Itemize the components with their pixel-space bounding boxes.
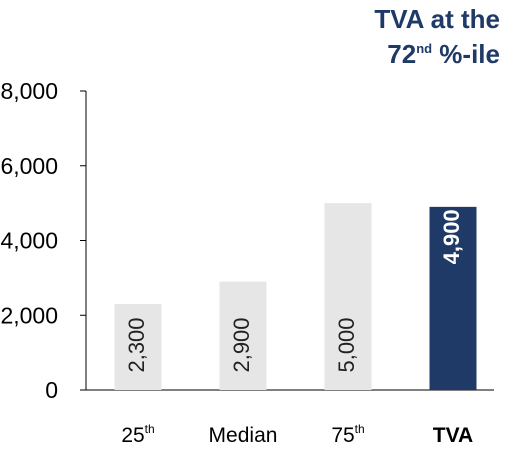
y-tick-label: 0 xyxy=(45,377,58,403)
bar xyxy=(219,281,267,390)
bar-value-label: 2,900 xyxy=(229,317,254,372)
bar xyxy=(429,206,477,390)
x-tick-label: 25th xyxy=(121,422,154,447)
y-tick-label: 2,000 xyxy=(0,302,58,328)
callout-line-2: 72nd %-ile xyxy=(300,37,500,76)
bar-value-label: 5,000 xyxy=(334,317,359,372)
callout-percentile-number: 72 xyxy=(387,39,417,69)
bar xyxy=(114,304,162,390)
bar xyxy=(324,203,372,390)
x-tick-label: TVA xyxy=(433,424,473,447)
callout-percentile-text: %-ile xyxy=(432,39,500,69)
y-tick-label: 6,000 xyxy=(0,153,58,179)
x-tick-label: 75th xyxy=(331,422,364,447)
callout-percentile-suffix: nd xyxy=(416,41,433,56)
bar-value-label: 2,300 xyxy=(124,317,149,372)
callout-line-1: TVA at the xyxy=(374,4,500,34)
tva-callout: TVA at the 72nd %-ile xyxy=(300,2,500,76)
y-tick-label: 4,000 xyxy=(0,228,58,254)
y-tick-label: 8,000 xyxy=(0,78,58,104)
bar-value-label: 4,900 xyxy=(439,209,464,264)
x-tick-label: Median xyxy=(209,424,278,447)
